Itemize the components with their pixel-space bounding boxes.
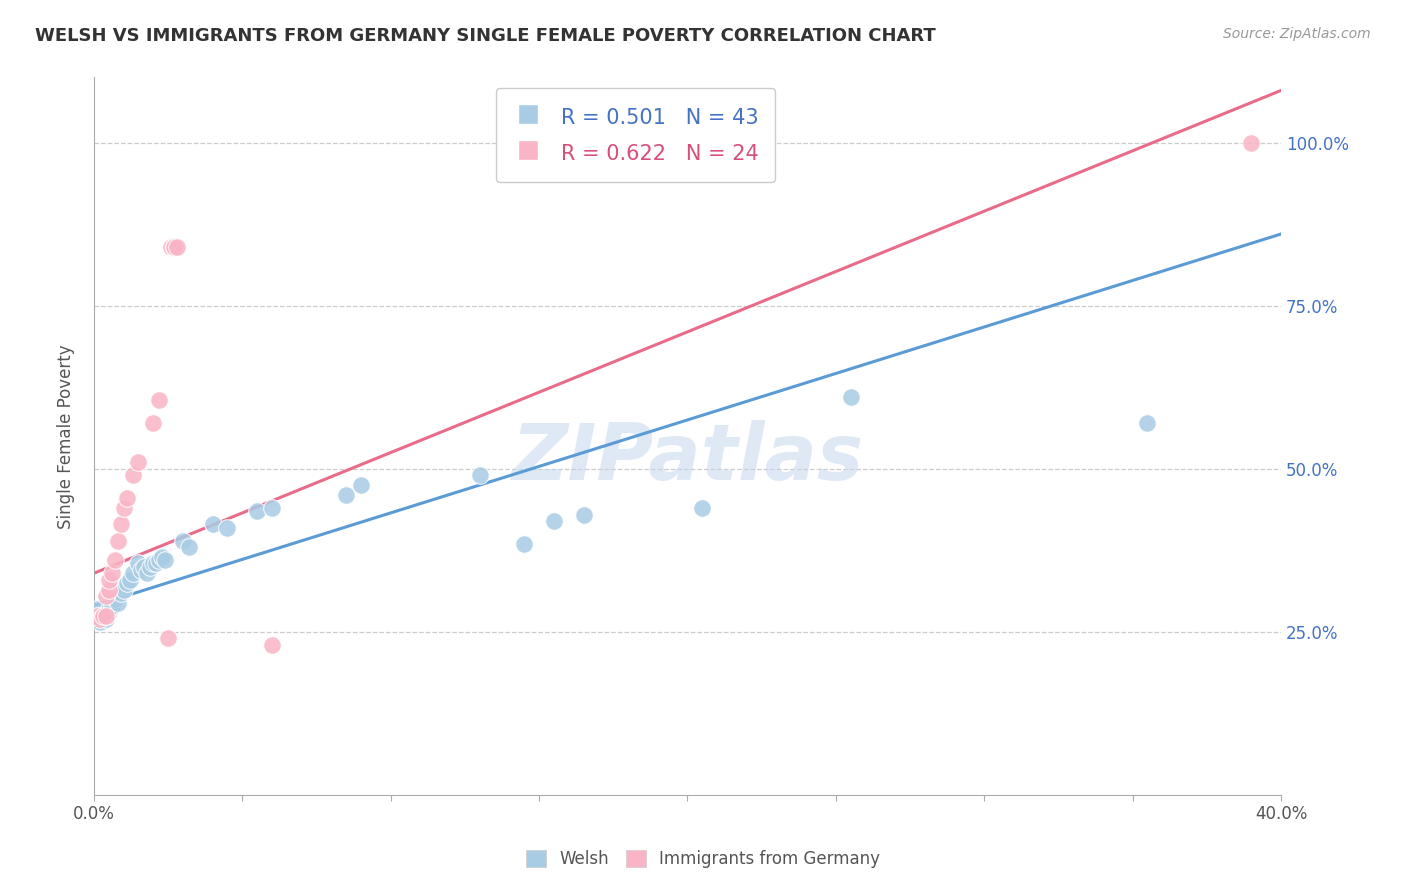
Point [118, 573, 141, 587]
Point [513, 537, 536, 551]
Point [97, 602, 120, 616]
Point [115, 576, 138, 591]
Point [86, 602, 108, 616]
Point [134, 559, 156, 574]
Text: Source: ZipAtlas.com: Source: ZipAtlas.com [1223, 27, 1371, 41]
Point [839, 390, 862, 404]
Y-axis label: Single Female Poverty: Single Female Poverty [58, 344, 75, 529]
Point [1136, 416, 1159, 430]
Point [86, 608, 108, 623]
Point [166, 240, 188, 254]
Point [100, 599, 122, 613]
Point [94, 608, 117, 623]
Point [139, 559, 162, 574]
Point [110, 586, 132, 600]
Point [350, 478, 373, 492]
Point [148, 553, 170, 567]
Point [121, 566, 143, 581]
Point [543, 514, 565, 528]
Point [131, 563, 153, 577]
Legend: R = 0.501   N = 43, R = 0.622   N = 24: R = 0.501 N = 43, R = 0.622 N = 24 [496, 87, 775, 183]
Point [115, 491, 138, 506]
Point [91, 608, 114, 623]
Point [142, 416, 165, 430]
Point [172, 533, 194, 548]
Point [160, 240, 183, 254]
Point [690, 501, 713, 516]
Point [110, 517, 132, 532]
Point [246, 504, 269, 518]
Point [100, 566, 122, 581]
Point [107, 533, 129, 548]
Point [145, 557, 167, 571]
Point [468, 468, 491, 483]
Point [94, 612, 117, 626]
Point [260, 638, 283, 652]
Point [89, 608, 111, 623]
Point [153, 553, 176, 567]
Point [89, 615, 111, 630]
Point [142, 557, 165, 571]
Point [163, 240, 186, 254]
Point [217, 520, 239, 534]
Point [94, 608, 117, 623]
Legend: Welsh, Immigrants from Germany: Welsh, Immigrants from Germany [519, 843, 887, 875]
Point [94, 589, 117, 603]
Point [91, 608, 114, 623]
Point [1240, 136, 1263, 150]
Point [163, 240, 186, 254]
Text: WELSH VS IMMIGRANTS FROM GERMANY SINGLE FEMALE POVERTY CORRELATION CHART: WELSH VS IMMIGRANTS FROM GERMANY SINGLE … [35, 27, 936, 45]
Point [150, 549, 173, 564]
Point [97, 582, 120, 597]
Point [121, 468, 143, 483]
Point [97, 606, 120, 620]
Point [97, 573, 120, 587]
Point [177, 540, 200, 554]
Point [112, 582, 135, 597]
Text: ZIPatlas: ZIPatlas [512, 420, 863, 496]
Point [201, 517, 224, 532]
Point [89, 612, 111, 626]
Point [91, 608, 114, 623]
Point [107, 596, 129, 610]
Point [112, 501, 135, 516]
Point [572, 508, 595, 522]
Point [127, 455, 149, 469]
Point [260, 501, 283, 516]
Point [335, 488, 357, 502]
Point [127, 557, 149, 571]
Point [104, 592, 127, 607]
Point [112, 579, 135, 593]
Point [148, 393, 170, 408]
Point [136, 566, 159, 581]
Point [157, 632, 180, 646]
Point [104, 553, 127, 567]
